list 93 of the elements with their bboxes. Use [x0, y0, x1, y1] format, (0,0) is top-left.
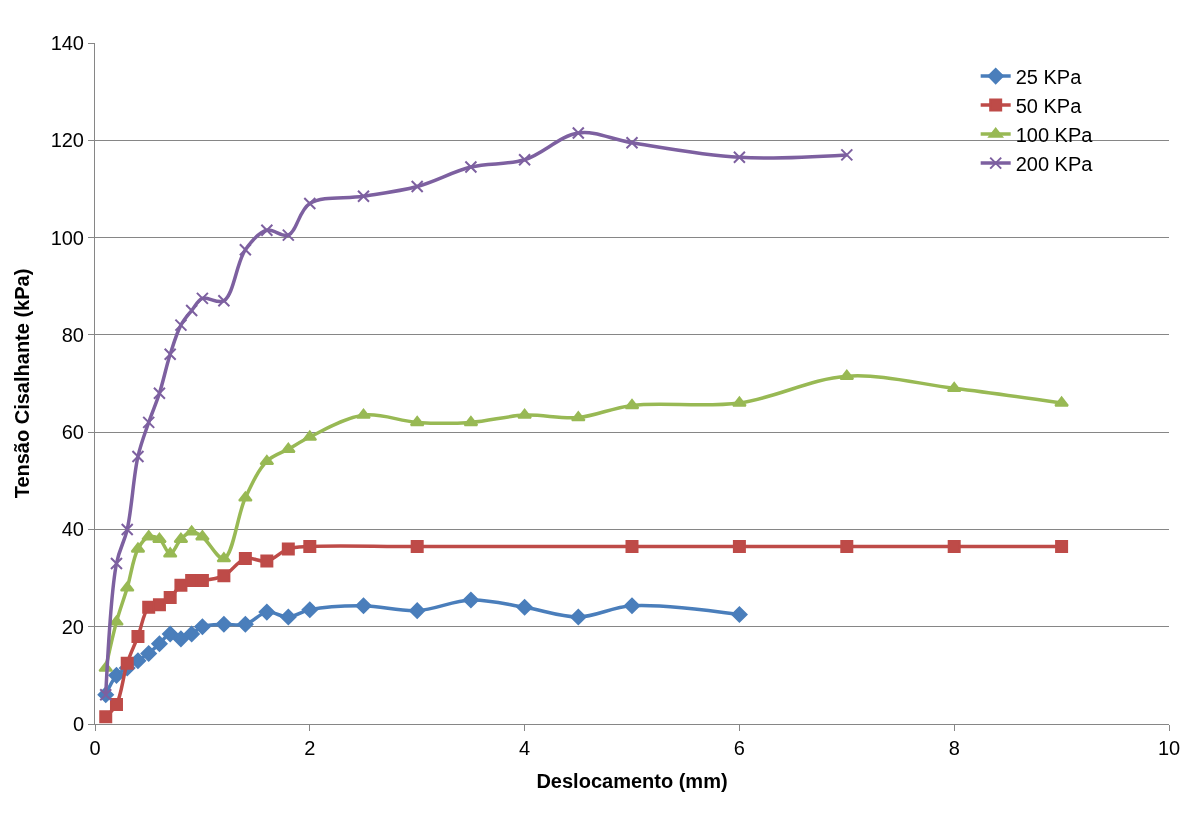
y-tick-label: 0	[72, 713, 84, 735]
point	[131, 449, 145, 463]
point	[237, 616, 254, 633]
point	[260, 223, 274, 237]
point	[732, 539, 746, 553]
y-tick-label: 140	[50, 32, 84, 54]
point	[947, 539, 961, 553]
point	[732, 396, 747, 407]
point	[163, 347, 177, 361]
point	[215, 616, 233, 633]
point	[571, 126, 585, 140]
point	[185, 304, 199, 318]
x-axis-title: Deslocamento (mm)	[536, 769, 728, 792]
point	[625, 539, 639, 553]
point	[303, 197, 317, 211]
point	[281, 228, 295, 242]
point	[238, 243, 252, 257]
point	[238, 491, 253, 502]
point	[140, 645, 157, 662]
x-tick-label: 2	[304, 737, 316, 759]
point	[108, 667, 125, 684]
point	[462, 591, 480, 609]
point	[355, 597, 372, 614]
point	[301, 601, 318, 618]
point	[303, 539, 317, 553]
point	[194, 618, 211, 635]
legend-label: 50 KPa	[1015, 94, 1083, 117]
point	[174, 318, 188, 332]
point	[120, 656, 134, 670]
point	[142, 600, 156, 614]
point	[109, 698, 123, 712]
point	[732, 150, 746, 164]
point	[410, 180, 424, 193]
point	[172, 630, 190, 648]
point	[195, 291, 209, 305]
point	[463, 415, 479, 427]
point	[410, 539, 424, 553]
point	[259, 454, 275, 466]
point	[840, 539, 854, 553]
point	[464, 160, 478, 174]
point	[120, 522, 134, 536]
y-tick-label: 100	[50, 226, 84, 249]
point	[1055, 539, 1069, 553]
point	[409, 602, 426, 619]
y-tick-label: 20	[61, 615, 84, 638]
point	[99, 710, 113, 724]
point	[152, 598, 166, 612]
y-axis-title: Tensão Cisalhante (kPa)	[11, 268, 34, 499]
legend-label: 100 KPa	[1015, 123, 1094, 146]
point	[142, 415, 156, 429]
point	[258, 603, 275, 621]
point	[731, 606, 748, 623]
point	[840, 148, 854, 162]
point	[625, 136, 639, 150]
point	[518, 153, 532, 167]
point	[131, 629, 145, 643]
legend-label: 25 KPa	[1015, 65, 1083, 88]
x-tick-label: 6	[733, 737, 745, 759]
y-tick-label: 60	[61, 421, 84, 444]
point	[570, 608, 587, 626]
point	[109, 615, 124, 626]
point	[238, 552, 252, 566]
point	[152, 532, 167, 543]
y-tick-label: 40	[61, 518, 84, 541]
point	[409, 415, 425, 427]
legend-label: 200 KPa	[1015, 152, 1094, 175]
point	[517, 408, 532, 419]
point	[260, 554, 274, 568]
point	[195, 530, 210, 541]
y-tick-label: 80	[61, 323, 84, 346]
point	[280, 608, 297, 626]
point	[946, 381, 962, 393]
y-tick-label: 120	[50, 129, 84, 152]
point	[357, 189, 370, 203]
point	[217, 569, 231, 583]
point	[163, 591, 177, 605]
point	[152, 386, 166, 400]
x-tick-label: 8	[948, 737, 960, 759]
point	[1054, 396, 1069, 407]
x-tick-label: 4	[519, 737, 531, 759]
point	[624, 398, 640, 410]
point	[162, 625, 179, 643]
x-tick-label: 0	[89, 737, 101, 759]
point	[281, 542, 295, 556]
point	[151, 635, 168, 652]
point	[623, 597, 641, 614]
point	[217, 294, 231, 308]
point	[109, 556, 123, 570]
point	[516, 599, 533, 616]
point	[356, 408, 371, 419]
x-tick-label: 10	[1157, 737, 1181, 759]
point	[183, 625, 200, 643]
point	[174, 578, 188, 592]
